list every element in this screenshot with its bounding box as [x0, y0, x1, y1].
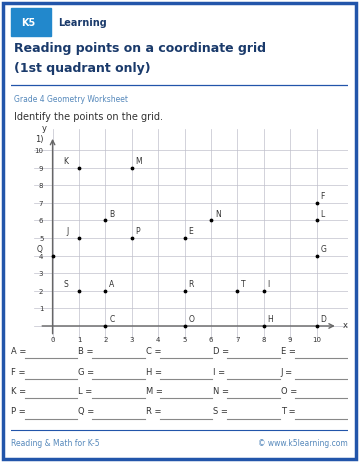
Text: 1: 1	[39, 306, 43, 312]
Text: 5: 5	[182, 336, 187, 342]
Text: 8: 8	[39, 183, 43, 189]
Text: K: K	[64, 156, 69, 166]
Text: B =: B =	[78, 346, 94, 356]
Text: 4: 4	[156, 336, 160, 342]
Text: 6: 6	[39, 218, 43, 224]
Text: Q: Q	[36, 244, 42, 253]
Text: 2: 2	[103, 336, 108, 342]
Text: 9: 9	[288, 336, 293, 342]
Text: Reading points on a coordinate grid: Reading points on a coordinate grid	[14, 42, 266, 55]
Text: G =: G =	[78, 367, 94, 376]
Text: P =: P =	[11, 407, 25, 415]
Text: y: y	[42, 124, 47, 133]
Text: R: R	[188, 280, 194, 288]
Text: D: D	[321, 315, 326, 324]
Text: 2: 2	[39, 288, 43, 294]
Text: © www.k5learning.com: © www.k5learning.com	[258, 438, 348, 447]
Text: 7: 7	[235, 336, 239, 342]
Text: T: T	[241, 280, 246, 288]
Text: T =: T =	[281, 407, 295, 415]
Text: N: N	[215, 209, 221, 218]
Text: N =: N =	[213, 386, 229, 395]
Text: M: M	[136, 156, 143, 166]
Text: 10: 10	[312, 336, 321, 342]
Text: J =: J =	[281, 367, 293, 376]
Text: S =: S =	[213, 407, 228, 415]
Text: H: H	[268, 315, 274, 324]
Text: Learning: Learning	[58, 18, 107, 28]
Text: 1): 1)	[36, 135, 44, 144]
Text: Grade 4 Geometry Worksheet: Grade 4 Geometry Worksheet	[14, 94, 128, 103]
Text: K =: K =	[11, 386, 26, 395]
Text: G: G	[321, 244, 326, 253]
Text: 0: 0	[50, 336, 55, 342]
Text: C: C	[109, 315, 115, 324]
Text: F =: F =	[11, 367, 25, 376]
Text: K5: K5	[21, 18, 35, 28]
Text: E =: E =	[281, 346, 295, 356]
Text: A: A	[109, 280, 115, 288]
Text: 3: 3	[39, 270, 43, 276]
Text: C =: C =	[146, 346, 161, 356]
Text: 4: 4	[39, 253, 43, 259]
Text: 7: 7	[39, 200, 43, 206]
Text: J: J	[66, 227, 69, 236]
Text: F: F	[321, 192, 325, 201]
Text: E: E	[188, 227, 193, 236]
Text: B: B	[109, 209, 115, 218]
Text: Identify the points on the grid.: Identify the points on the grid.	[14, 112, 163, 122]
Text: x: x	[343, 320, 348, 329]
Text: L: L	[321, 209, 325, 218]
Text: S: S	[64, 280, 69, 288]
Text: I: I	[268, 280, 270, 288]
Text: 6: 6	[209, 336, 213, 342]
Text: A =: A =	[11, 346, 26, 356]
Text: Q =: Q =	[78, 407, 94, 415]
Text: 9: 9	[39, 165, 43, 171]
Text: 10: 10	[34, 148, 43, 154]
Text: I =: I =	[213, 367, 225, 376]
Text: Reading & Math for K-5: Reading & Math for K-5	[11, 438, 99, 447]
Text: 8: 8	[261, 336, 266, 342]
Text: D =: D =	[213, 346, 229, 356]
Text: 5: 5	[39, 236, 43, 242]
Text: 1: 1	[77, 336, 81, 342]
Text: O =: O =	[281, 386, 297, 395]
Text: P: P	[136, 227, 140, 236]
Bar	[11, 9, 51, 37]
Text: L =: L =	[78, 386, 93, 395]
Text: (1st quadrant only): (1st quadrant only)	[14, 62, 151, 75]
Text: 3: 3	[130, 336, 134, 342]
Text: R =: R =	[146, 407, 161, 415]
Text: O: O	[188, 315, 195, 324]
Text: H =: H =	[146, 367, 162, 376]
Text: M =: M =	[146, 386, 163, 395]
